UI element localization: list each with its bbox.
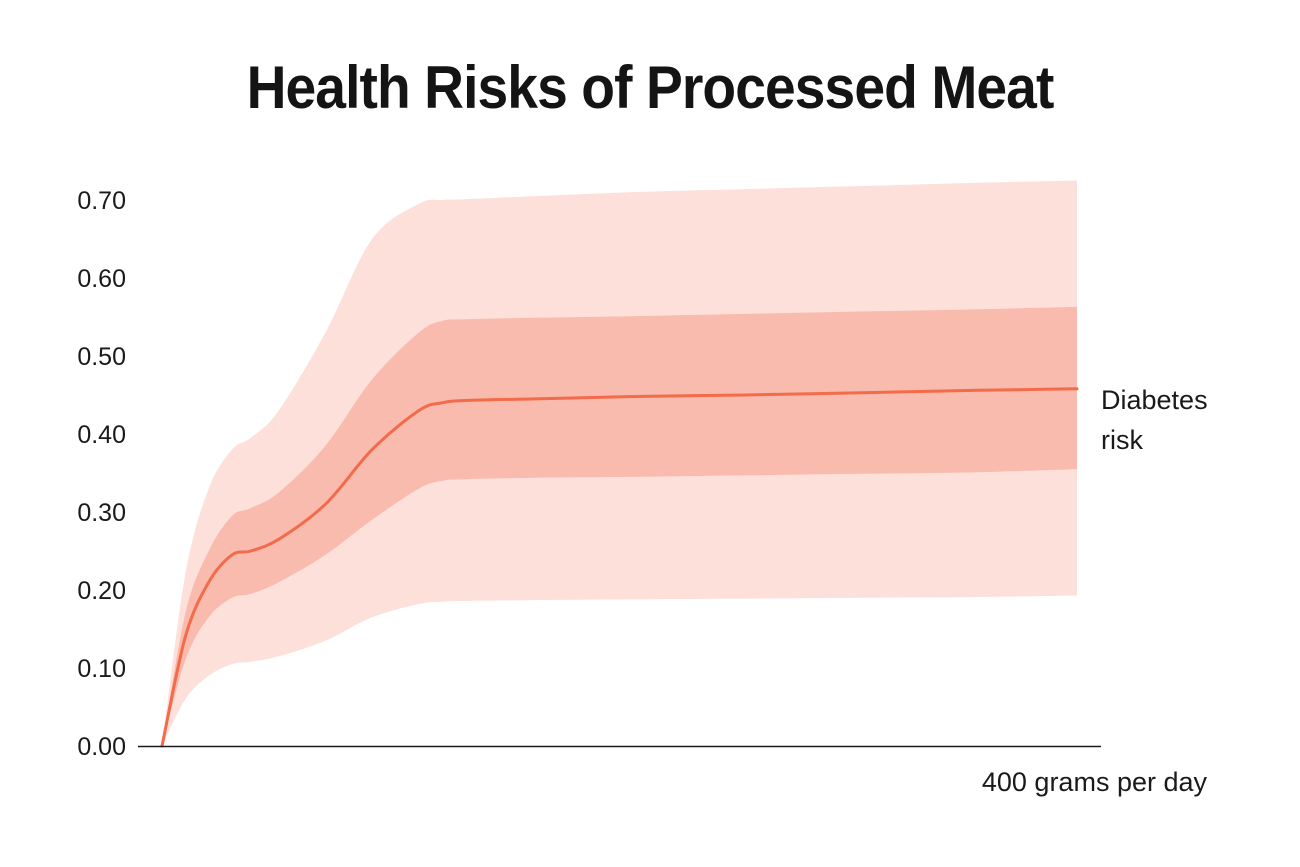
series-label-diabetes-risk: Diabetes risk bbox=[1101, 385, 1208, 455]
y-tick-label: 0.00 bbox=[77, 733, 126, 761]
x-axis-label: 400 grams per day bbox=[982, 767, 1208, 797]
y-tick-label: 0.50 bbox=[77, 343, 126, 371]
y-tick-label: 0.20 bbox=[77, 577, 126, 605]
inner-confidence-band bbox=[162, 306, 1077, 746]
y-tick-label: 0.30 bbox=[77, 499, 126, 527]
y-ticks: 0.00 0.10 0.20 0.30 0.40 0.50 0.60 0.70 bbox=[77, 187, 126, 761]
y-tick-label: 0.40 bbox=[77, 421, 126, 449]
series-line-diabetes-risk bbox=[160, 387, 1079, 748]
line-layer bbox=[160, 387, 1079, 748]
chart-title: Health Risks of Processed Meat bbox=[246, 54, 1055, 121]
bands-layer bbox=[162, 180, 1077, 746]
series-label-line: risk bbox=[1101, 425, 1143, 455]
y-tick-label: 0.10 bbox=[77, 655, 126, 683]
series-label-line: Diabetes bbox=[1101, 385, 1208, 415]
y-tick-label: 0.70 bbox=[77, 187, 126, 215]
y-tick-label: 0.60 bbox=[77, 265, 126, 293]
